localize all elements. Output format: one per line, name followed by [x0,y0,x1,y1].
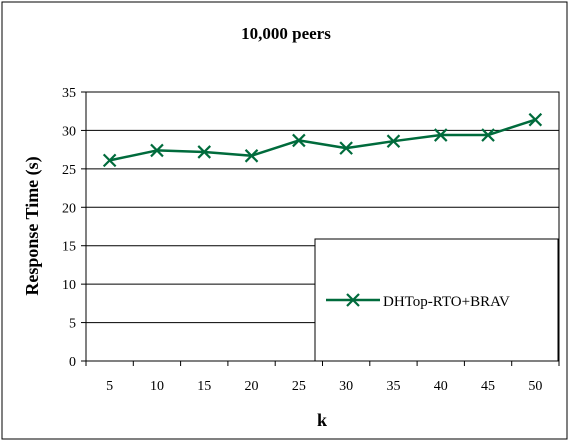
x-tick-label: 5 [106,379,113,394]
data-point-stroke [386,134,401,148]
y-tick-label: 25 [62,163,76,178]
x-tick-label: 30 [339,379,353,394]
legend-label: DHTop-RTO+BRAV [383,294,510,310]
data-point-stroke [150,143,164,158]
data-point-stroke [528,112,543,127]
y-tick-label: 20 [62,201,76,216]
data-point-stroke [244,149,259,163]
x-tick-label: 50 [528,379,542,394]
x-tick-label: 25 [292,379,306,394]
x-tick-label: 40 [434,379,448,394]
data-point [102,153,117,168]
data-point-stroke [197,145,212,159]
data-point-stroke [292,133,306,148]
y-tick-label: 15 [62,240,76,255]
data-point [339,141,353,155]
legend-marker [346,293,360,307]
x-tick-label: 35 [386,379,400,394]
data-point [481,128,495,142]
data-point-stroke [481,128,495,142]
data-point [386,134,401,148]
x-tick-label: 45 [481,379,495,394]
series-line [109,118,536,162]
x-axis-title: k [317,410,327,430]
series-layer [102,112,543,168]
y-tick-label: 0 [69,355,76,370]
y-axis-title: Response Time (s) [22,156,43,295]
y-tick-label: 35 [62,86,76,101]
data-point [244,149,259,163]
x-tick-label: 10 [150,379,164,394]
x-tick-label: 20 [245,379,259,394]
data-point [292,133,306,148]
legend: DHTop-RTO+BRAV [314,238,559,362]
data-point [528,112,543,127]
legend-marker-stroke [346,293,360,307]
y-tick-label: 5 [69,317,76,332]
chart-title: 10,000 peers [241,24,331,43]
data-point-stroke [433,128,448,142]
y-tick-label: 30 [62,124,76,139]
data-point-stroke [102,153,117,168]
data-point [150,143,164,158]
axes: 0 5 10 15 20 25 30 35 5 10 15 20 25 30 35 40 45 50 [62,86,560,394]
data-point-stroke [339,141,353,155]
x-tick-label: 15 [197,379,211,394]
y-tick-label: 10 [62,278,76,293]
data-point [197,145,212,159]
data-point [433,128,448,142]
